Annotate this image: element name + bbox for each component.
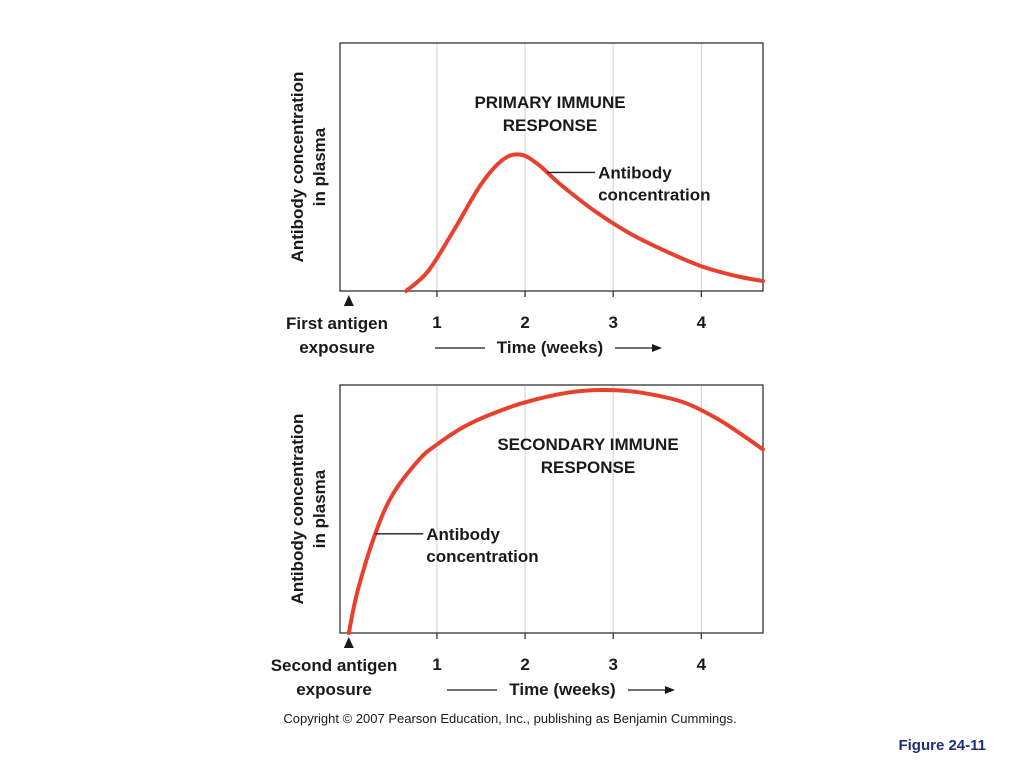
series-label-line: concentration [598, 185, 710, 204]
x-tick-label: 2 [520, 313, 529, 332]
x-axis-label: Time (weeks) [497, 338, 603, 357]
series-label-line: Antibody [598, 163, 672, 182]
x-tick-label: 3 [608, 313, 617, 332]
exposure-label-line: Second antigen [271, 656, 398, 675]
figure-label: Figure 24-11 [898, 737, 986, 754]
x-label-arrow-icon [665, 686, 675, 694]
y-axis-label-line: in plasma [310, 127, 329, 206]
secondary-response-chart: 1 2 3 4 SECONDARY IMMUNE RESPONSE Antibody con… [271, 384, 765, 699]
plot-frame [339, 42, 764, 292]
exposure-marker-icon [343, 637, 354, 648]
series-label-line: concentration [426, 547, 538, 566]
exposure-label-line: exposure [299, 338, 375, 357]
plot-frame [339, 384, 764, 634]
antibody-concentration-curve [404, 152, 765, 293]
x-tick-label: 1 [432, 655, 441, 674]
y-axis-label: Antibody concentration in plasma [288, 72, 329, 263]
exposure-label-line: exposure [296, 680, 372, 699]
primary-response-chart: 1 2 3 4 PRIMARY IMMUNE RESPONSE Antibody conce… [286, 42, 765, 357]
x-tick-label: 3 [608, 655, 617, 674]
x-axis-label: Time (weeks) [509, 680, 615, 699]
chart-title-line: RESPONSE [503, 116, 597, 135]
y-axis-label: Antibody concentration in plasma [288, 414, 329, 605]
chart-title-line: PRIMARY IMMUNE [474, 93, 625, 112]
chart-title-line: SECONDARY IMMUNE [497, 435, 678, 454]
x-tick-label: 4 [697, 655, 707, 674]
x-tick-label: 4 [697, 313, 707, 332]
y-axis-label-line: Antibody concentration [288, 414, 307, 605]
exposure-marker-icon [343, 295, 354, 306]
series-label-line: Antibody [426, 525, 500, 544]
copyright-text: Copyright © 2007 Pearson Education, Inc.… [283, 711, 736, 726]
x-label-arrow-icon [652, 344, 662, 352]
y-axis-label-line: in plasma [310, 469, 329, 548]
antibody-concentration-curve [346, 387, 765, 635]
chart-title-line: RESPONSE [541, 458, 635, 477]
y-axis-label-line: Antibody concentration [288, 72, 307, 263]
x-tick-label: 2 [520, 655, 529, 674]
x-tick-label: 1 [432, 313, 441, 332]
exposure-label-line: First antigen [286, 314, 388, 333]
